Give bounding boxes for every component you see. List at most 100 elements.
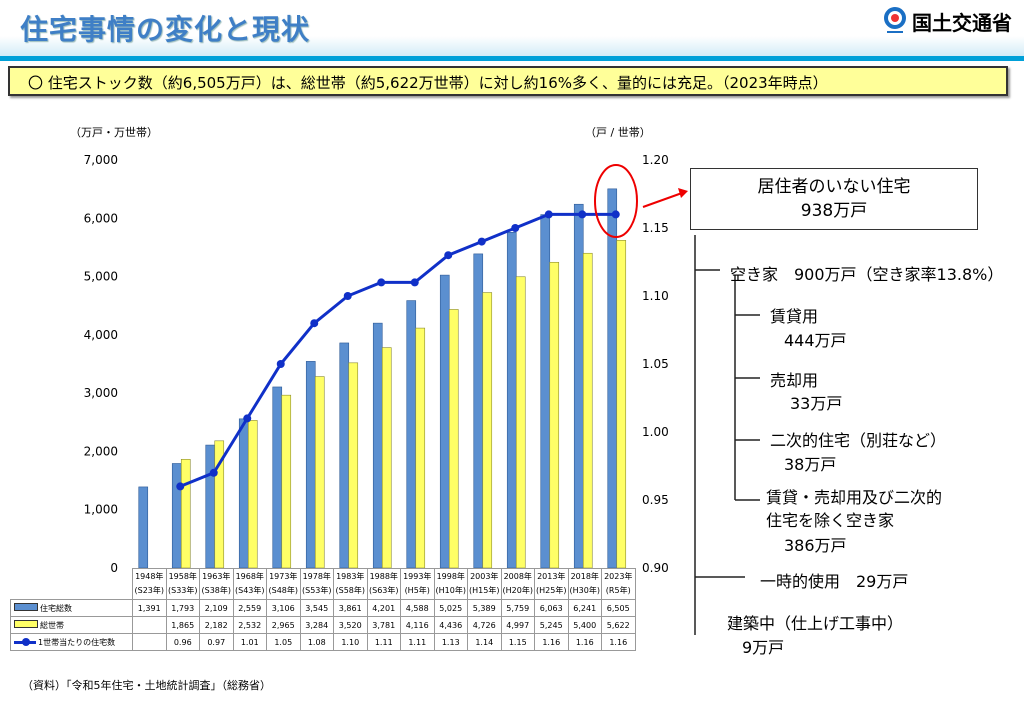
ministry-logo: 国土交通省 [884, 6, 1012, 36]
y-tick-label: 4,000 [84, 328, 118, 342]
table-year-header: 1978年 (S53年) [299, 568, 334, 600]
table-cell: 1.11 [400, 633, 435, 651]
y-tick-label: 3,000 [84, 386, 118, 400]
table-year-header: 2008年 (H20年) [500, 568, 535, 600]
line-point [209, 468, 218, 477]
bar-housing-total [272, 386, 283, 569]
other-label-2: 住宅を除く空き家 [766, 511, 895, 530]
table-cell: 4,436 [433, 616, 468, 634]
table-year-header: 2023年 (R5年) [601, 568, 636, 600]
bar-households [482, 292, 493, 569]
y2-tick-label: 1.10 [642, 289, 669, 303]
line-point [377, 278, 386, 287]
table-year-header: 1958年 (S33年) [165, 568, 200, 600]
akiya-label: 空き家 900万戸（空き家率13.8%） [730, 265, 1004, 284]
table-cell: 3,106 [266, 599, 301, 617]
line-point [578, 210, 587, 219]
table-cell: 3,284 [299, 616, 334, 634]
table-cell: 1.15 [500, 633, 535, 651]
bar-housing-total [138, 486, 149, 569]
table-year-header: 1998年 (H10年) [433, 568, 468, 600]
vacant-total-title: 居住者のいない住宅 [757, 177, 911, 197]
table-row: 総世帯 1,865 2,182 2,532 2,965 3,284 3,520 3,781 4,… [10, 616, 636, 634]
table-cell: 1,865 [165, 616, 200, 634]
y2-tick-label: 0.95 [642, 493, 669, 507]
highlight-arrow [642, 192, 683, 208]
table-cell: 5,400 [567, 616, 602, 634]
line-point [176, 482, 185, 491]
table-cell: 5,759 [500, 599, 535, 617]
bar-housing-total [506, 232, 517, 569]
bar-housing-total [473, 253, 484, 569]
bar-households [247, 420, 258, 569]
table-cell: 1.13 [433, 633, 468, 651]
table-cell: 5,622 [601, 616, 636, 634]
table-year-header: 2018年 (H30年) [567, 568, 602, 600]
other-value: 386万戸 [784, 536, 847, 555]
line-point [410, 278, 419, 287]
bar-households [515, 276, 526, 569]
source-note: （資料）「令和5年住宅・土地統計調査」（総務省） [22, 679, 271, 692]
y-tick-label: 0 [110, 561, 118, 575]
bar-households [582, 252, 593, 569]
bar-households [281, 394, 292, 569]
table-year-header: 2013年 (H25年) [534, 568, 569, 600]
line-point [511, 224, 520, 232]
bar-households [549, 261, 560, 569]
header-line [0, 56, 1024, 61]
y2-tick-label: 0.90 [642, 561, 669, 575]
line-point [343, 292, 352, 300]
table-cell: 4,997 [500, 616, 535, 634]
bar-households [180, 458, 191, 569]
table-year-header: 1968年 (S43年) [232, 568, 267, 600]
y2-tick-label: 1.05 [642, 357, 669, 371]
table-cell: 1.08 [299, 633, 334, 651]
bar-households [348, 362, 359, 569]
legend-key: 1世帯当たりの住宅数 [10, 633, 133, 651]
table-cell: 2,559 [232, 599, 267, 617]
ministry-name: 国土交通省 [912, 10, 1012, 35]
bar-housing-total [238, 418, 249, 569]
summary-box: 〇 住宅ストック数（約6,505万戸）は、総世帯（約5,622万世帯）に対し約1… [8, 66, 1008, 96]
table-cell: 1.01 [232, 633, 267, 651]
table-corner [10, 568, 133, 600]
bar-housing-total [540, 214, 551, 569]
logo-mark-icon [884, 7, 906, 33]
table-cell [132, 633, 167, 651]
table-cell: 2,532 [232, 616, 267, 634]
table-cell: 2,109 [199, 599, 234, 617]
bar-housing-total [171, 463, 182, 569]
y-tick-label: 1,000 [84, 503, 118, 517]
line-point [444, 251, 453, 260]
table-cell: 1.10 [333, 633, 368, 651]
secondary-value: 38万戸 [784, 455, 837, 474]
bar-housing-total [573, 203, 584, 569]
temporary-label: 一時的使用 29万戸 [760, 572, 909, 591]
bar-housing-total [205, 444, 216, 569]
rental-value: 444万戸 [784, 331, 847, 350]
bar-households [448, 309, 459, 569]
line-point [276, 360, 285, 368]
table-cell: 4,726 [467, 616, 502, 634]
table-year-header: 1948年 (S23年) [132, 568, 167, 600]
highlight-circle [594, 164, 638, 238]
sale-label: 売却用 [770, 371, 819, 390]
table-year-header: 1988年 (S63年) [366, 568, 401, 600]
table-cell: 0.96 [165, 633, 200, 651]
table-year-header: 1973年 (S48年) [266, 568, 301, 600]
table-cell: 1.05 [266, 633, 301, 651]
table-cell: 1.16 [601, 633, 636, 651]
line-point [310, 319, 319, 328]
header-band [0, 36, 1024, 56]
bar-housing-total [372, 322, 383, 569]
secondary-label: 二次的住宅（別荘など） [770, 431, 947, 450]
bar-housing-total [607, 188, 618, 569]
y2-tick-label: 1.15 [642, 221, 669, 235]
table-cell: 4,116 [400, 616, 435, 634]
y-tick-label: 5,000 [84, 270, 118, 284]
table-cell: 2,182 [199, 616, 234, 634]
bar-households [381, 347, 392, 569]
construction-value: 9万戸 [742, 638, 785, 657]
bar-households [616, 240, 627, 569]
table-cell: 1,793 [165, 599, 200, 617]
